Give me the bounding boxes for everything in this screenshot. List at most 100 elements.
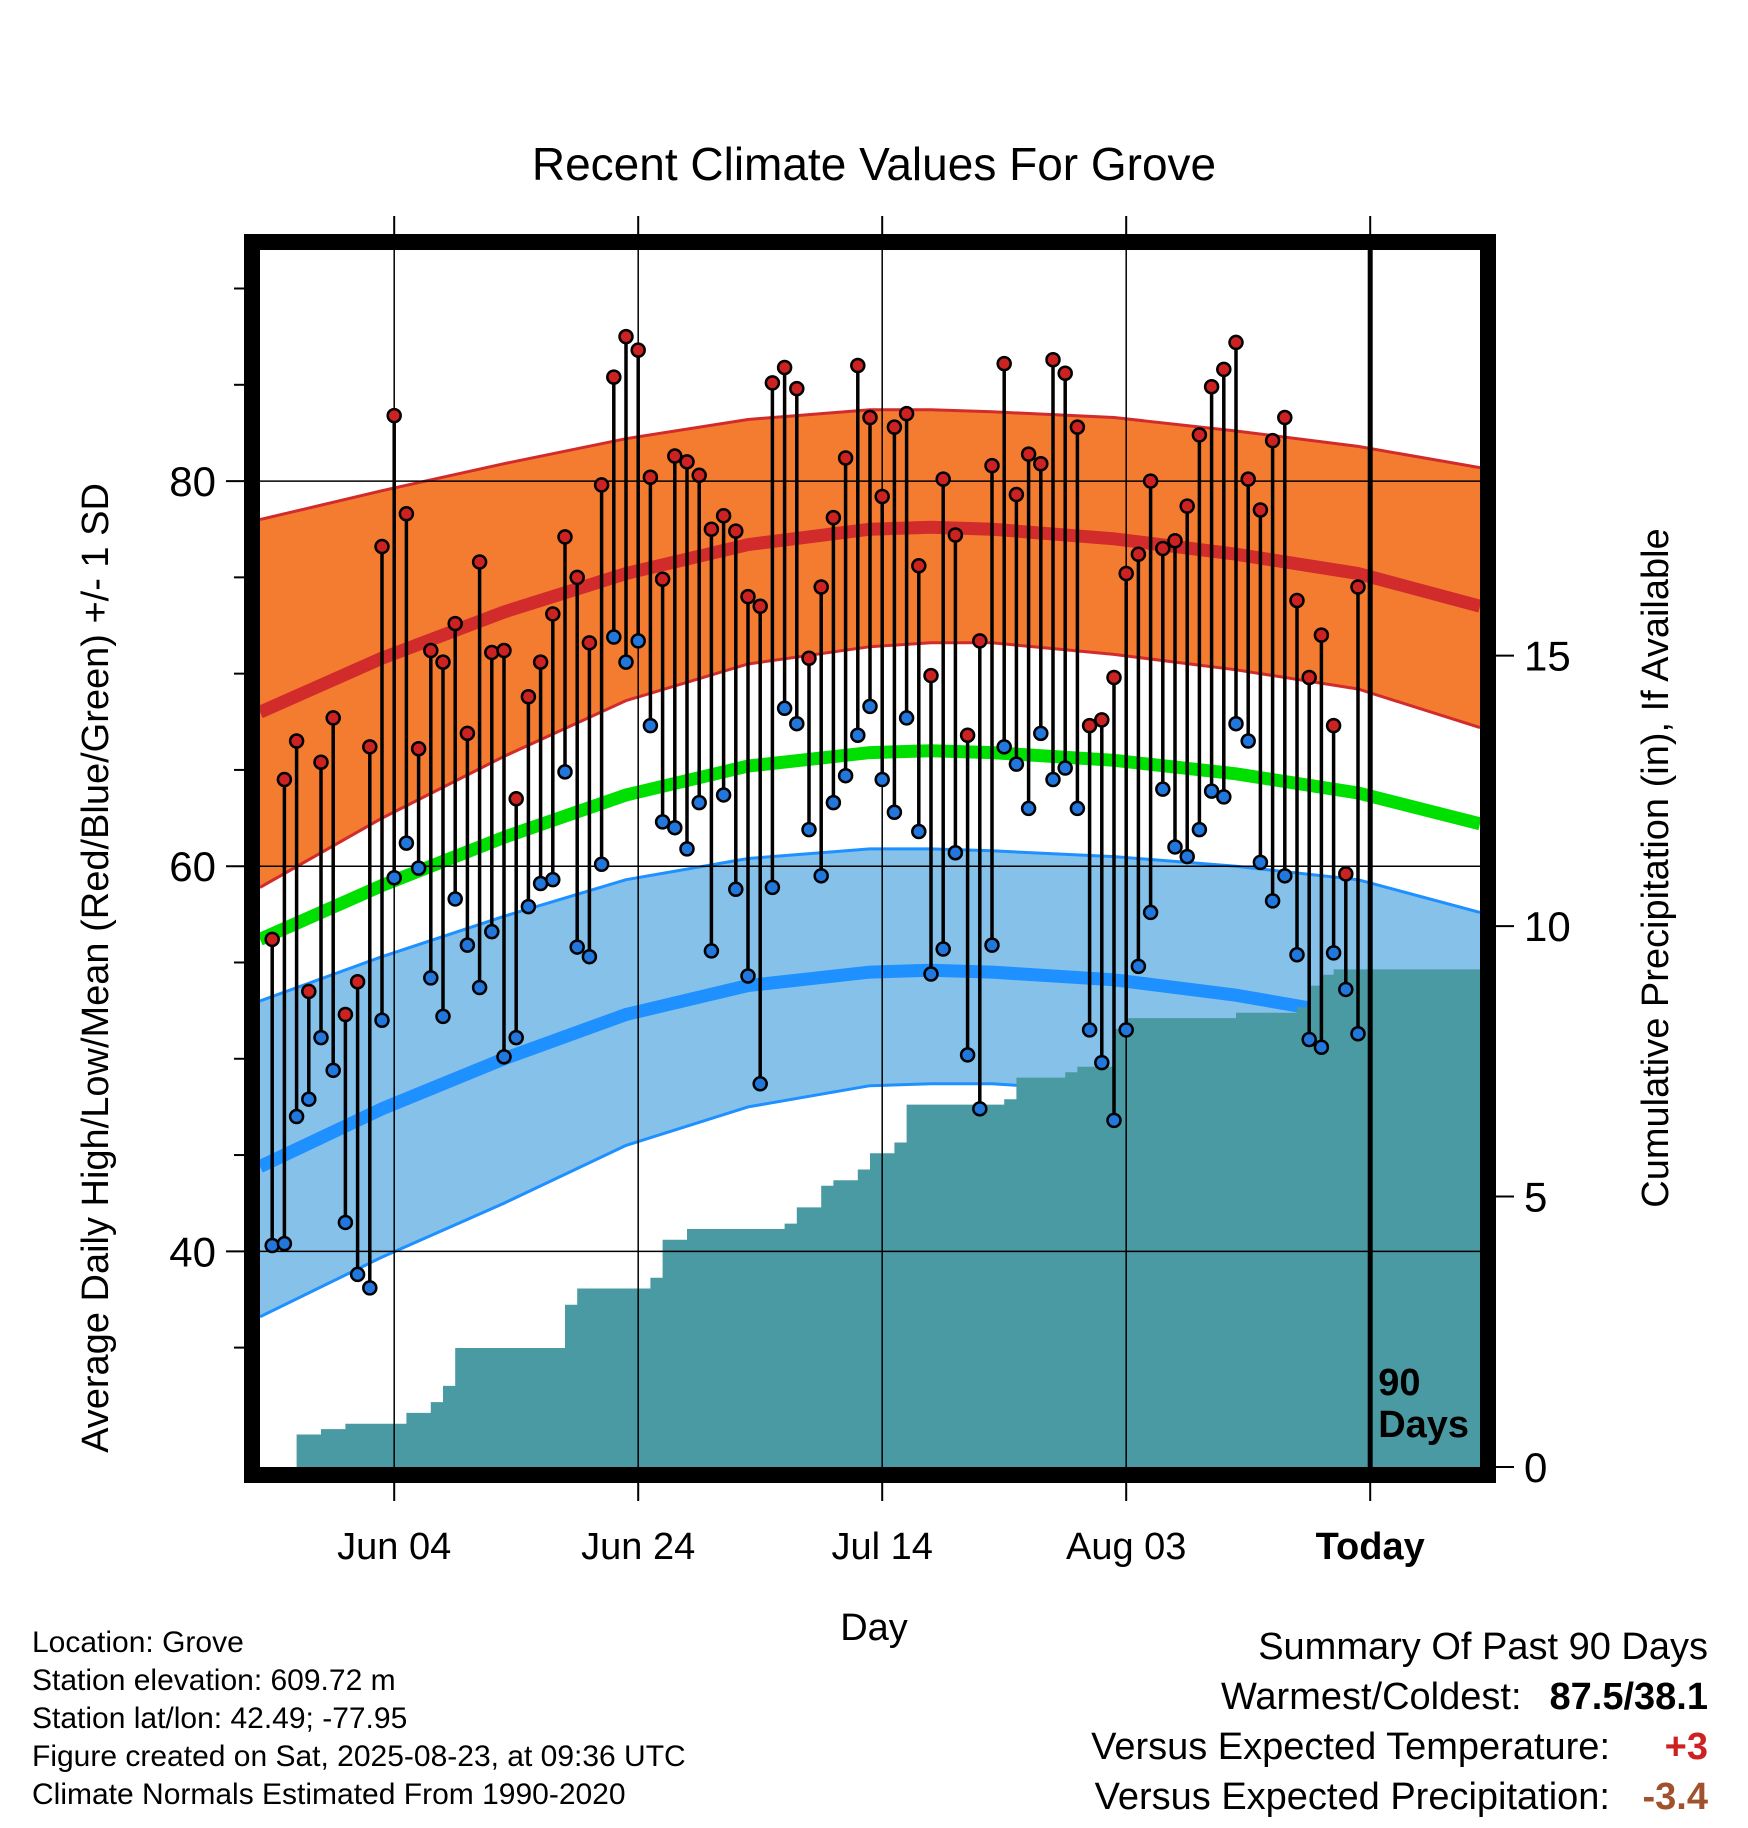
high-point — [581, 635, 598, 651]
low-point — [362, 1280, 378, 1296]
low-point — [1228, 715, 1244, 732]
high-point — [398, 506, 415, 522]
high-point — [850, 357, 866, 374]
high-point — [508, 791, 524, 807]
low-point — [386, 870, 402, 886]
high-point — [715, 507, 732, 524]
low-point — [654, 814, 671, 830]
low-point — [569, 939, 585, 955]
low-point — [1289, 947, 1305, 963]
high-point — [984, 457, 1000, 474]
precip-value: -3.4 — [1642, 1776, 1708, 1818]
low-point — [801, 821, 817, 838]
x-axis-label: Day — [840, 1607, 908, 1649]
y2-tick-label: 0 — [1524, 1444, 1547, 1491]
y-axis-label: Average Daily High/Low/Mean (Red/Blue/Gr… — [75, 483, 117, 1453]
low-point — [996, 739, 1012, 755]
high-point — [1167, 533, 1183, 549]
low-point — [1130, 958, 1147, 975]
high-point — [1216, 361, 1232, 378]
low-point — [776, 700, 793, 717]
low-point — [715, 787, 732, 803]
high-point — [349, 973, 366, 990]
low-point — [886, 804, 903, 821]
high-point — [703, 521, 720, 537]
high-point — [1240, 471, 1256, 487]
low-point — [813, 868, 829, 884]
low-point — [1081, 1022, 1098, 1038]
high-point — [959, 727, 976, 744]
low-point — [496, 1049, 512, 1065]
low-point — [288, 1108, 305, 1125]
low-point — [862, 698, 878, 715]
low-point — [1277, 868, 1293, 884]
high-point — [545, 606, 561, 622]
high-point — [1313, 627, 1330, 643]
low-point — [1301, 1031, 1317, 1048]
high-point — [410, 740, 427, 757]
high-point — [520, 688, 537, 705]
low-point — [1240, 733, 1256, 749]
low-point — [313, 1029, 329, 1046]
high-point — [1191, 427, 1208, 443]
x-tick-label: Today — [1316, 1526, 1425, 1568]
high-point — [1094, 712, 1110, 728]
high-point — [886, 419, 903, 435]
high-point — [801, 650, 817, 666]
high-point — [1081, 717, 1098, 734]
y-tick-label: 60 — [169, 843, 216, 890]
low-point — [423, 970, 439, 986]
y2-tick-label: 15 — [1524, 633, 1571, 680]
high-point — [728, 523, 744, 539]
summary-warmest-row: Warmest/Coldest: 87.5/38.1 — [808, 1672, 1708, 1722]
high-normal-line — [260, 520, 1480, 719]
y2-axis-label: Cumulative Precipitation (in), If Availa… — [1635, 528, 1677, 1207]
temp-value: +3 — [1664, 1726, 1708, 1768]
high-point — [374, 538, 390, 555]
low-point — [1350, 1025, 1366, 1042]
high-point — [813, 579, 829, 595]
normals-text: Climate Normals Estimated From 1990-2020 — [32, 1778, 626, 1811]
created-text: Figure created on Sat, 2025-08-23, at 09… — [32, 1740, 686, 1773]
today-days-label: 90 Days — [1378, 1362, 1469, 1446]
low-point — [1008, 756, 1025, 772]
low-point — [898, 710, 915, 726]
low-point — [1142, 904, 1159, 921]
high-point — [1155, 540, 1171, 557]
low-point — [398, 835, 415, 851]
high-point — [1106, 669, 1122, 686]
high-point — [606, 369, 622, 385]
high-point — [337, 1006, 354, 1023]
high-point — [423, 642, 439, 659]
high-point — [569, 569, 585, 586]
low-point — [484, 923, 500, 940]
low-point — [1191, 821, 1208, 838]
low-point — [447, 891, 463, 907]
low-point — [606, 629, 622, 645]
low-point — [789, 715, 805, 732]
low-point — [471, 979, 488, 996]
low-point — [752, 1076, 768, 1092]
low-point — [923, 966, 939, 982]
chart-title: Recent Climate Values For Grove — [532, 138, 1216, 190]
high-point — [459, 725, 476, 742]
y2-tick-label: 10 — [1524, 903, 1571, 950]
high-point — [496, 642, 512, 659]
high-point — [898, 405, 915, 422]
low-point — [374, 1012, 390, 1029]
high-point — [362, 739, 378, 755]
high-point — [691, 467, 707, 484]
low-point — [435, 1008, 451, 1025]
high-point — [1228, 334, 1244, 351]
precipitation-area — [296, 969, 1480, 1467]
high-point — [1142, 473, 1159, 489]
low-point — [1167, 839, 1183, 855]
high-point — [1033, 455, 1049, 472]
high-point — [471, 554, 488, 570]
x-tick-label: Jul 14 — [831, 1526, 932, 1568]
low-point — [642, 717, 659, 734]
low-normal-line — [260, 963, 1480, 1173]
high-point — [825, 509, 842, 526]
low-point — [1216, 789, 1232, 805]
